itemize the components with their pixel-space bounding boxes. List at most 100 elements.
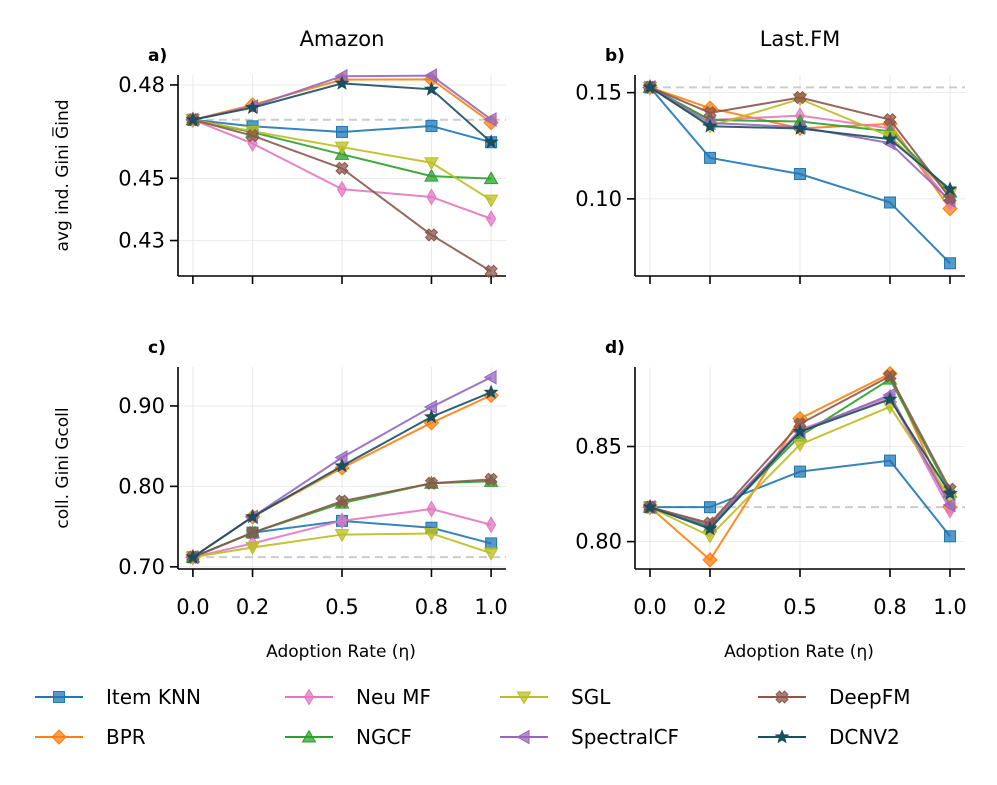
legend: Item KNN BPR Neu MF NGCF SGL SpectralCF DeepFM… — [35, 685, 910, 749]
data-point — [642, 79, 658, 94]
data-point — [794, 465, 806, 478]
legend-entry-deepfm: DeepFM — [758, 685, 910, 709]
data-point — [642, 499, 658, 514]
y-tick-label: 0.80 — [118, 474, 165, 498]
legend-label: Neu MF — [356, 685, 431, 709]
data-point — [942, 485, 958, 500]
legend-marker — [301, 729, 317, 743]
panel-b: 0.10 0.15 b) Last.FM — [575, 27, 965, 284]
legend-marker — [303, 688, 315, 706]
legend-label: SGL — [571, 685, 611, 709]
series-dcnv2 — [185, 75, 499, 149]
y-tick-label: 0.43 — [118, 229, 165, 253]
data-point — [426, 500, 437, 518]
data-point — [245, 525, 260, 540]
data-point — [793, 90, 807, 105]
data-point — [883, 112, 897, 127]
data-point — [185, 549, 201, 564]
y-tick-label: 0.10 — [575, 187, 622, 211]
data-point — [483, 171, 499, 185]
data-point — [883, 369, 897, 383]
data-point — [794, 168, 806, 181]
data-point — [483, 369, 497, 385]
legend-entry-ngcf: NGCF — [285, 725, 412, 749]
data-point — [702, 118, 718, 133]
data-point — [942, 497, 956, 513]
legend-entry-sgl: SGL — [500, 685, 611, 709]
data-point — [334, 529, 350, 543]
data-point — [483, 134, 499, 149]
series-item-knn — [644, 454, 956, 543]
x-tick-label: 0.5 — [783, 595, 816, 619]
data-point — [483, 194, 499, 208]
data-point — [423, 68, 437, 83]
panel-label: b) — [605, 46, 625, 66]
legend-label: NGCF — [356, 725, 412, 749]
data-point — [485, 537, 498, 550]
data-point — [702, 552, 718, 568]
data-point — [425, 120, 438, 133]
data-point — [702, 530, 718, 544]
data-point — [336, 180, 348, 198]
data-point — [423, 409, 439, 424]
legend-marker — [53, 691, 65, 703]
x-tick-label: 0.8 — [415, 595, 448, 619]
data-point — [704, 151, 716, 164]
y-tick-label: 0.80 — [575, 530, 622, 554]
legend-label: Item KNN — [106, 685, 201, 709]
y-tick-label: 0.48 — [118, 73, 165, 97]
data-point — [483, 112, 497, 127]
data-point — [424, 168, 439, 182]
x-tick-label: 0.5 — [325, 595, 358, 619]
data-point — [335, 161, 349, 175]
x-axis-label-right: Adoption Rate (η) — [724, 642, 874, 662]
data-point — [334, 141, 350, 155]
legend-label: SpectralCF — [571, 725, 679, 749]
x-tick-label: 0.0 — [633, 595, 666, 619]
y-axis-label: coll. Gini Gcoll — [53, 407, 73, 528]
legend-entry-item-knn: Item KNN — [35, 685, 201, 709]
legend-entry-dcnv2: DCNV2 — [758, 725, 900, 749]
data-point — [483, 384, 499, 399]
data-point — [703, 106, 717, 120]
x-axis-label-left: Adoption Rate (η) — [266, 642, 416, 662]
panel-d: 0.0 0.2 0.5 0.8 1.0 0.80 0.85 d) — [575, 338, 966, 619]
panel-title: Amazon — [300, 27, 385, 51]
x-tick-label: 1.0 — [474, 595, 507, 619]
x-tick-label: 0.0 — [176, 595, 209, 619]
data-point — [484, 264, 498, 278]
x-tick-label: 0.2 — [236, 595, 269, 619]
data-point — [944, 257, 956, 270]
data-point — [484, 472, 498, 487]
panel-a: 0.43 0.45 0.48 a) Amazon avg ind. Gini G̅ind — [51, 27, 506, 284]
data-point — [884, 454, 896, 467]
data-point — [334, 75, 350, 90]
data-point — [702, 520, 718, 536]
y-tick-label: 0.45 — [118, 166, 165, 190]
series-dcnv2 — [185, 384, 499, 564]
y-tick-label: 0.85 — [575, 435, 622, 459]
legend-marker — [774, 729, 790, 744]
data-point — [792, 120, 808, 135]
legend-entry-spectralcf: SpectralCF — [500, 725, 679, 749]
legend-marker — [51, 729, 67, 745]
legend-entry-bpr: BPR — [35, 725, 146, 749]
data-point — [185, 111, 201, 127]
data-point — [483, 547, 499, 561]
data-point — [335, 494, 349, 508]
data-point — [245, 542, 260, 556]
series-dcnv2 — [642, 79, 958, 196]
data-point — [423, 81, 439, 96]
data-point — [245, 129, 260, 143]
data-point — [424, 527, 439, 541]
data-point — [942, 181, 958, 196]
data-point — [792, 439, 808, 453]
legend-marker — [775, 690, 789, 704]
panel-title: Last.FM — [760, 27, 841, 51]
data-point — [704, 501, 716, 514]
x-tick-label: 1.0 — [933, 595, 966, 619]
legend-label: BPR — [106, 725, 146, 749]
data-point — [424, 157, 439, 171]
